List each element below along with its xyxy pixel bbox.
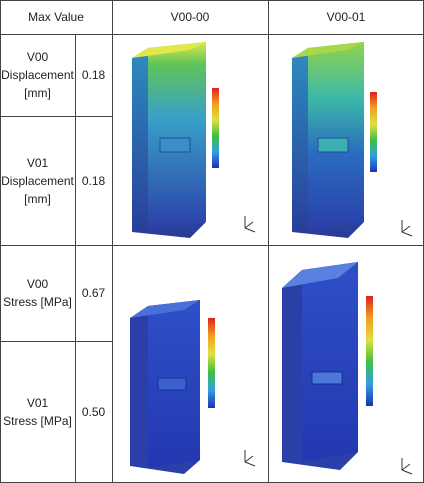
page: Max Value V00-00 V00-01 V00 Displacement… <box>0 0 424 483</box>
header-cell: V00-01 <box>268 0 424 34</box>
header-cell: V00-00 <box>112 0 268 34</box>
row-value: 0.18 <box>75 34 112 116</box>
row-label: V01 Stress [MPa] <box>0 341 75 483</box>
fea-render <box>132 42 255 238</box>
row-label: V00 Displacement [mm] <box>0 34 75 116</box>
fea-render <box>292 42 412 238</box>
row-label: V00 Stress [MPa] <box>0 245 75 341</box>
fea-render <box>282 262 412 474</box>
row-value: 0.67 <box>75 245 112 341</box>
header-cell: Max Value <box>0 0 112 34</box>
fea-render <box>130 300 255 474</box>
row-label: V01 Displacement [mm] <box>0 116 75 245</box>
row-value: 0.18 <box>75 116 112 245</box>
row-value: 0.50 <box>75 341 112 483</box>
